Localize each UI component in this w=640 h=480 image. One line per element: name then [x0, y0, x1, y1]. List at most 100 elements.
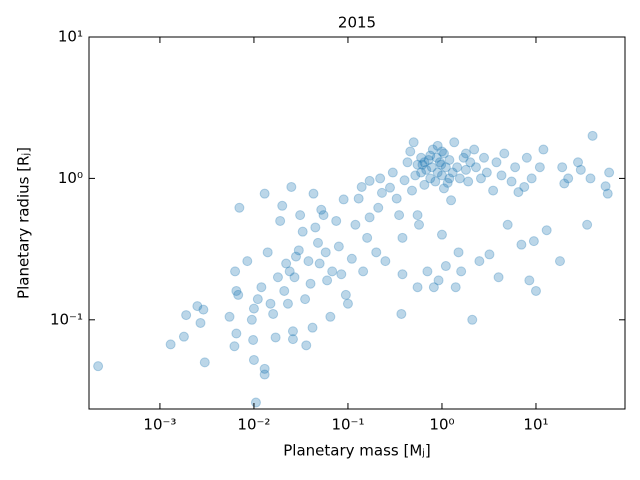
point	[422, 266, 433, 277]
point	[353, 193, 364, 204]
point	[499, 148, 510, 159]
y-axis-label: Planetary radius [Rⱼ]	[15, 147, 33, 299]
point	[199, 357, 210, 368]
point	[575, 164, 586, 175]
point	[510, 162, 521, 173]
point	[534, 162, 545, 173]
point	[262, 247, 273, 258]
point	[384, 182, 395, 193]
point	[513, 187, 524, 198]
point	[231, 328, 242, 339]
point	[434, 157, 445, 168]
point	[419, 179, 430, 190]
chart-title: 2015	[338, 14, 376, 32]
plot-frame	[88, 36, 626, 410]
point	[310, 222, 321, 233]
point	[233, 289, 244, 300]
point	[416, 167, 427, 178]
point	[375, 173, 386, 184]
point	[320, 247, 331, 258]
point	[364, 212, 375, 223]
point	[431, 152, 442, 163]
point	[391, 193, 402, 204]
point	[252, 294, 263, 305]
point	[277, 200, 288, 211]
point	[488, 185, 499, 196]
point	[195, 317, 206, 328]
point	[316, 204, 327, 215]
point	[417, 159, 428, 170]
point	[557, 162, 568, 173]
point	[300, 294, 311, 305]
point	[423, 154, 434, 165]
y-tick-label: 10⁰	[58, 169, 83, 187]
point	[438, 183, 449, 194]
point	[336, 269, 347, 280]
point	[346, 253, 357, 264]
point	[506, 176, 517, 187]
point	[231, 285, 242, 296]
point	[234, 202, 245, 213]
point	[399, 175, 410, 186]
point	[475, 173, 486, 184]
point	[440, 261, 451, 272]
point	[350, 219, 361, 230]
point	[224, 311, 235, 322]
point	[538, 144, 549, 155]
point	[554, 256, 565, 267]
point	[272, 272, 283, 283]
point	[421, 164, 432, 175]
point	[312, 237, 323, 248]
point	[387, 167, 398, 178]
point	[467, 314, 478, 325]
point	[268, 308, 279, 319]
point	[425, 173, 436, 184]
point	[454, 173, 465, 184]
point	[293, 245, 304, 256]
point	[259, 188, 270, 199]
point	[604, 167, 615, 178]
point	[270, 332, 281, 343]
point	[397, 269, 408, 280]
point	[318, 210, 329, 221]
point	[416, 152, 427, 163]
point	[425, 150, 436, 161]
point	[414, 219, 425, 230]
x-tick-label: 10⁻³	[143, 416, 176, 434]
point	[433, 275, 444, 286]
point	[450, 282, 461, 293]
point	[380, 256, 391, 267]
point	[308, 188, 319, 199]
point	[426, 162, 437, 173]
point	[181, 310, 192, 321]
point	[362, 232, 373, 243]
point	[436, 170, 447, 181]
point	[496, 170, 507, 181]
point	[491, 157, 502, 168]
point	[432, 167, 443, 178]
point	[322, 275, 333, 286]
point	[305, 278, 316, 289]
point	[446, 195, 457, 206]
point	[331, 215, 342, 226]
point	[582, 219, 593, 230]
point	[314, 258, 325, 269]
point	[342, 298, 353, 309]
point	[412, 210, 423, 221]
point	[602, 188, 613, 199]
point	[198, 304, 209, 315]
point	[192, 301, 203, 312]
y-tick-label: 10⁻¹	[50, 310, 83, 328]
point	[248, 334, 259, 345]
point	[493, 272, 504, 283]
point	[600, 181, 611, 192]
point	[438, 148, 449, 159]
point	[165, 339, 176, 350]
point	[460, 148, 471, 159]
point	[519, 181, 530, 192]
point	[463, 176, 474, 187]
point	[563, 173, 574, 184]
point	[484, 249, 495, 260]
point	[246, 314, 257, 325]
